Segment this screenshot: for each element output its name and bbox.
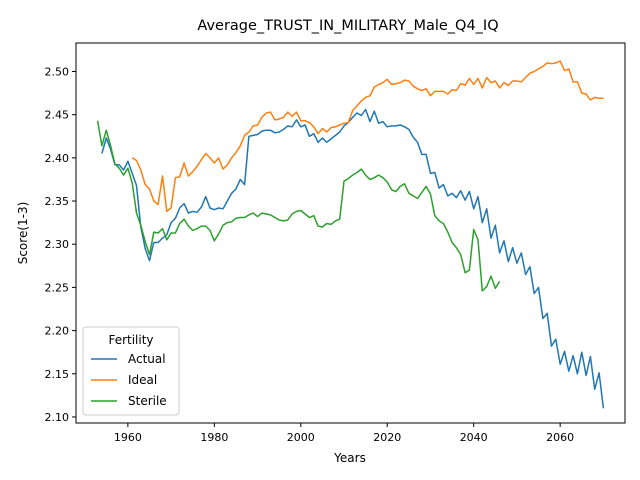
x-tick-label: 1960 xyxy=(114,431,142,444)
y-tick-label: 2.20 xyxy=(45,325,70,338)
y-tick-label: 2.40 xyxy=(45,152,70,165)
series-line-sterile xyxy=(96,120,501,292)
y-tick-label: 2.35 xyxy=(45,195,70,208)
legend-label-sterile: Sterile xyxy=(128,394,167,408)
y-tick-label: 2.15 xyxy=(45,368,70,381)
series-lines xyxy=(96,60,605,409)
legend: Fertility Actual Ideal Sterile xyxy=(82,326,180,416)
x-tick-label: 2040 xyxy=(460,431,488,444)
series-line-actual xyxy=(101,108,605,409)
legend-box xyxy=(82,326,180,416)
x-tick-label: 1980 xyxy=(200,431,228,444)
y-tick-label: 2.30 xyxy=(45,238,70,251)
x-tick-label: 2000 xyxy=(287,431,315,444)
x-axis: 1960 1980 2000 2020 2040 2060 xyxy=(114,423,574,444)
x-tick-label: 2060 xyxy=(546,431,574,444)
y-axis-label: Score(1-3) xyxy=(16,202,30,265)
x-axis-label: Years xyxy=(333,451,366,465)
y-tick-label: 2.25 xyxy=(45,281,70,294)
y-tick-label: 2.10 xyxy=(45,411,70,424)
x-tick-label: 2020 xyxy=(373,431,401,444)
y-tick-label: 2.50 xyxy=(45,66,70,79)
legend-label-actual: Actual xyxy=(128,352,166,366)
legend-label-ideal: Ideal xyxy=(128,373,157,387)
plot-frame xyxy=(75,42,626,424)
chart-title: Average_TRUST_IN_MILITARY_Male_Q4_IQ xyxy=(197,18,498,34)
legend-title: Fertility xyxy=(108,333,153,347)
y-tick-label: 2.45 xyxy=(45,109,70,122)
y-axis: 2.10 2.15 2.20 2.25 2.30 2.35 2.40 2.45 2.50 xyxy=(45,66,76,424)
series-line-ideal xyxy=(131,60,604,213)
